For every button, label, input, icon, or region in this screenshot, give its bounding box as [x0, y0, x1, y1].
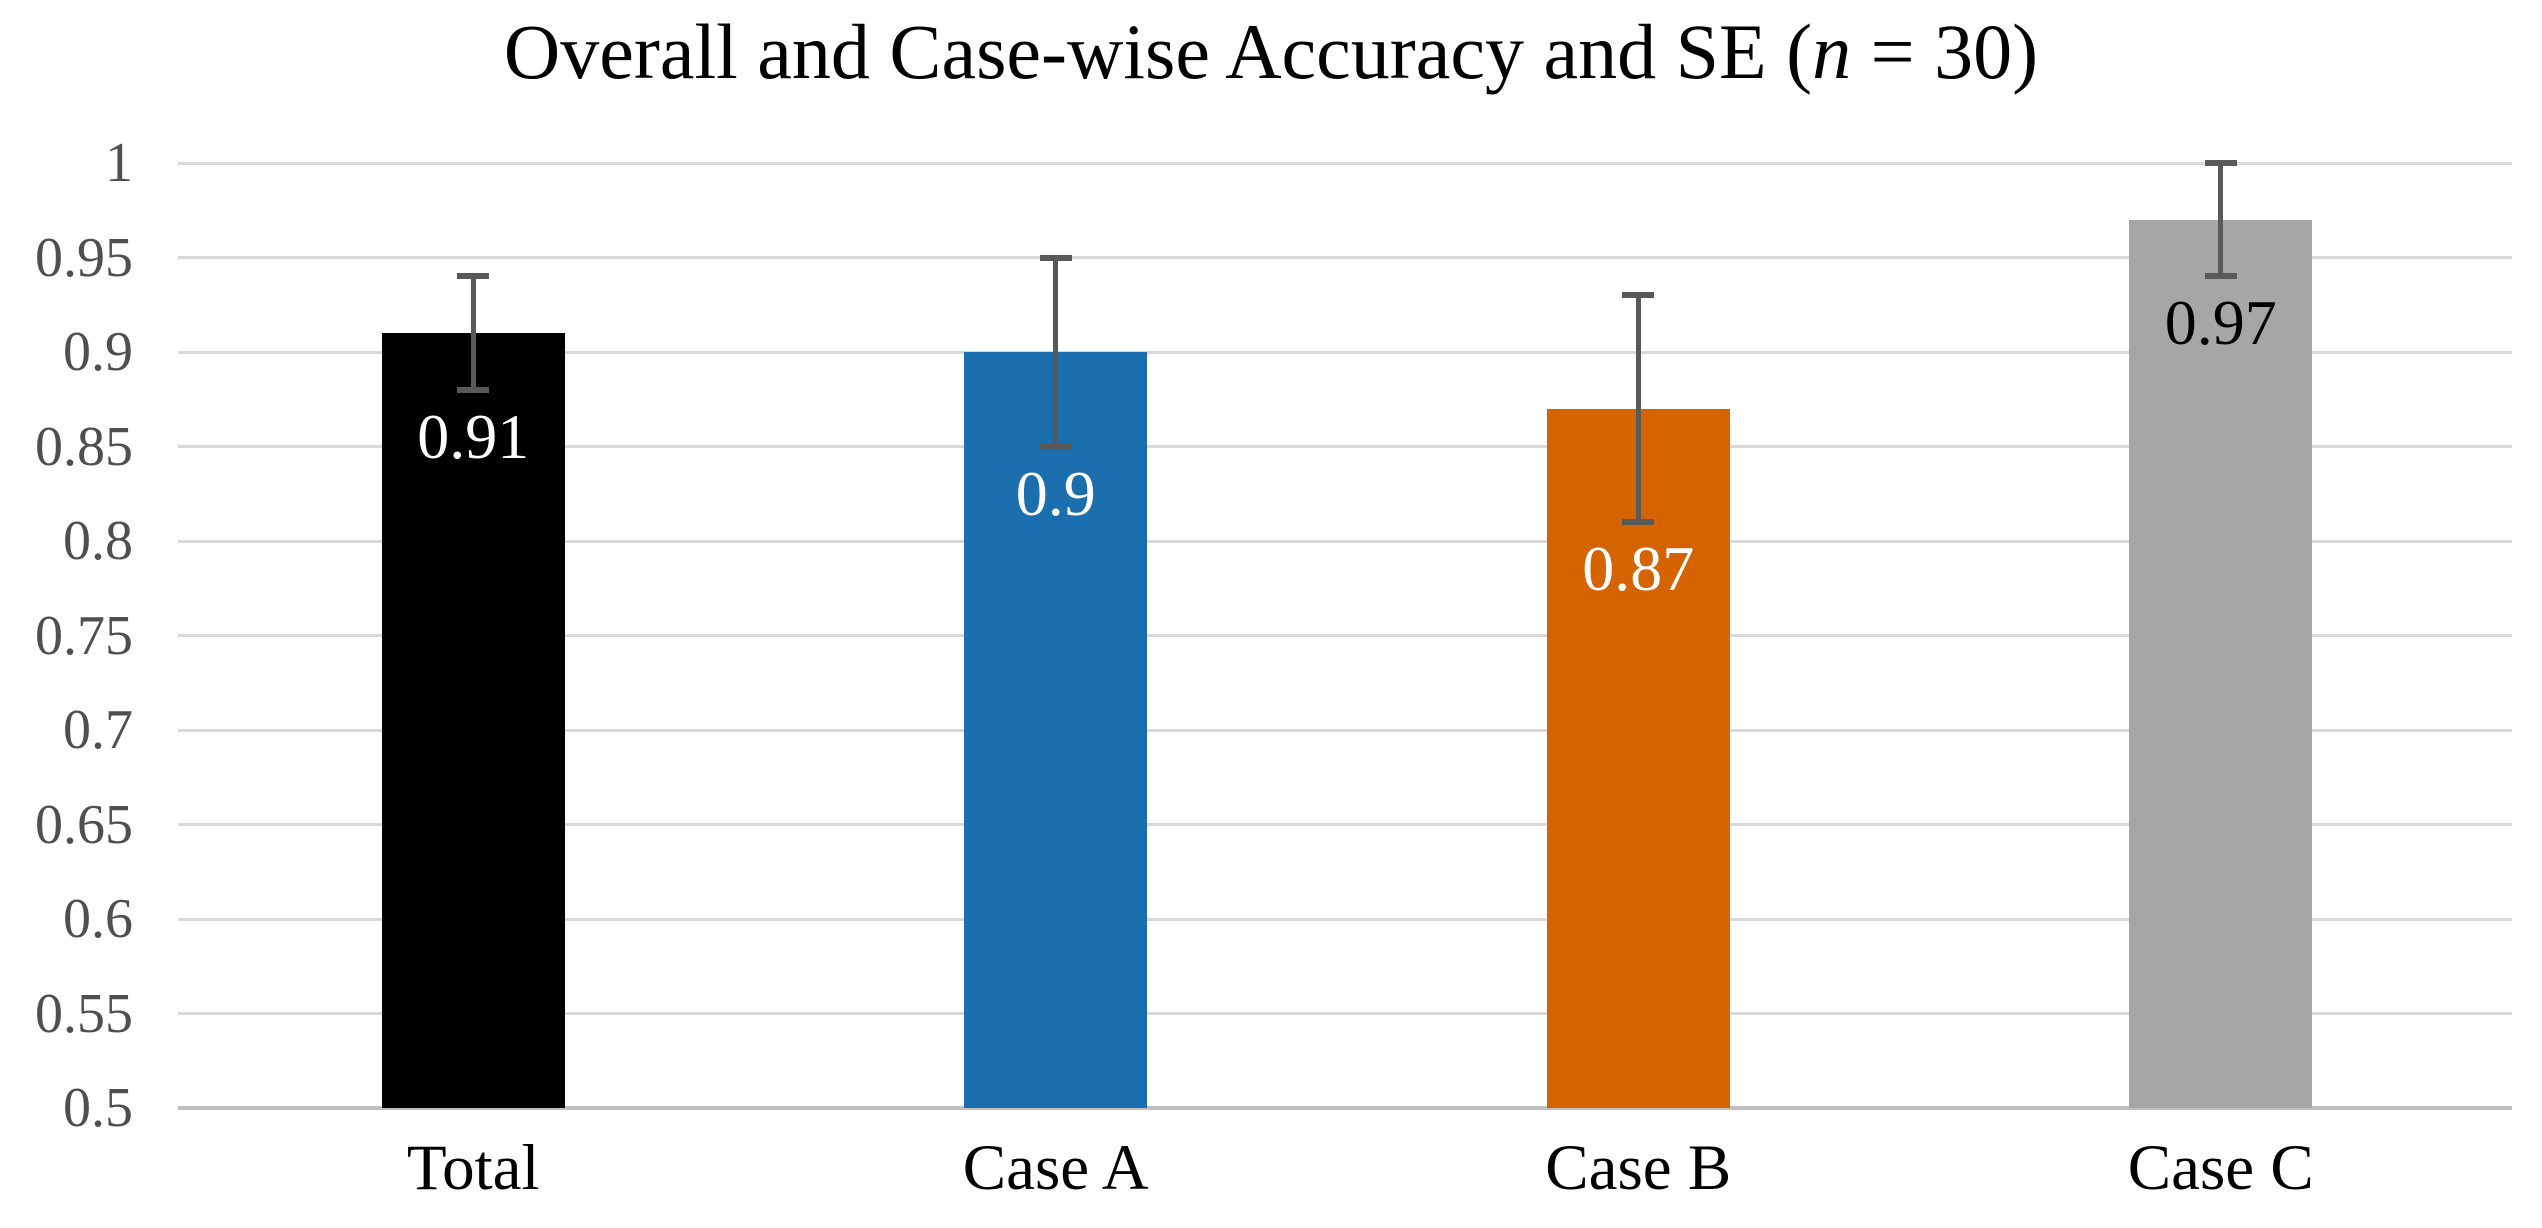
- gridline-0.8: [178, 539, 2512, 543]
- gridline-0.6: [178, 917, 2512, 921]
- chart-title-suffix: = 30): [1851, 8, 2039, 95]
- chart-title-prefix: Overall and Case-wise Accuracy and SE (: [503, 8, 1813, 95]
- bar-case-c: [2129, 219, 2313, 1108]
- error-bar-case-a: [1053, 257, 1059, 447]
- y-axis-tick-label: 0.55: [35, 982, 133, 1045]
- bar-value-label-total: 0.91: [417, 400, 530, 472]
- gridline-0.75: [178, 634, 2512, 637]
- bar-total: [381, 333, 565, 1108]
- chart-title: Overall and Case-wise Accuracy and SE (n…: [0, 0, 2542, 104]
- gridline-0.65: [178, 823, 2512, 826]
- bar-case-b: [1546, 408, 1730, 1108]
- bar-value-label-case-a: 0.9: [1015, 457, 1096, 529]
- chart-title-italic-n: n: [1812, 8, 1852, 95]
- x-axis-line: [178, 1106, 2512, 1110]
- x-axis-category-label-case-a: Case A: [962, 1132, 1149, 1204]
- error-bar-cap-top: [1622, 292, 1655, 299]
- x-axis-category-label-case-c: Case C: [2127, 1132, 2314, 1204]
- error-bar-case-b: [1635, 295, 1641, 523]
- error-bar-cap-bottom: [457, 386, 490, 393]
- gridline-0.55: [178, 1012, 2512, 1015]
- bar-value-label-case-c: 0.97: [2164, 287, 2277, 359]
- x-axis-category-label-case-b: Case B: [1545, 1132, 1732, 1204]
- error-bar-cap-bottom: [2204, 273, 2237, 280]
- error-bar-case-c: [2218, 163, 2224, 277]
- y-axis-tick-label: 0.75: [35, 604, 133, 667]
- x-axis-category-label-total: Total: [406, 1132, 540, 1204]
- y-axis-tick-label: 0.95: [35, 226, 133, 289]
- gridline-0.7: [178, 728, 2512, 732]
- error-bar-cap-top: [1039, 254, 1072, 261]
- y-axis-tick-label: 0.7: [63, 699, 133, 761]
- error-bar-cap-bottom: [1039, 443, 1072, 450]
- y-axis-tick-label: 0.8: [63, 510, 133, 572]
- error-bar-cap-bottom: [1622, 519, 1655, 526]
- y-axis-tick-label: 0.85: [35, 415, 133, 478]
- bar-value-label-case-b: 0.87: [1582, 533, 1695, 605]
- gridline-0.9: [178, 350, 2512, 354]
- y-axis-tick-label: 1: [105, 132, 133, 194]
- bar-case-a: [964, 352, 1148, 1108]
- gridline-0.85: [178, 445, 2512, 448]
- gridline-0.95: [178, 256, 2512, 259]
- error-bar-total: [470, 276, 476, 390]
- y-axis-tick-label: 0.5: [63, 1077, 133, 1139]
- gridline-1: [178, 161, 2512, 165]
- y-axis-tick-label: 0.9: [63, 321, 133, 383]
- y-axis-tick-label: 0.65: [35, 793, 133, 856]
- error-bar-cap-top: [457, 273, 490, 280]
- error-bar-cap-top: [2204, 160, 2237, 166]
- y-axis-tick-label: 0.6: [63, 888, 133, 950]
